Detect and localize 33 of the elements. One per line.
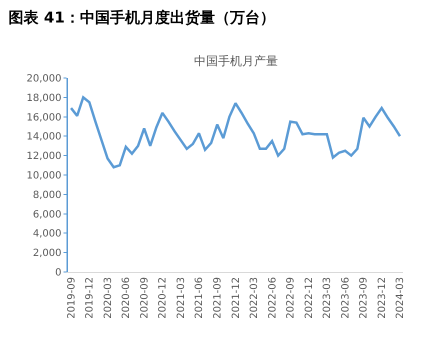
x-tick-label: 2019-12: [84, 277, 96, 319]
x-tick-label: 2020-09: [139, 277, 150, 319]
x-tick-label: 2023-06: [340, 277, 352, 319]
y-tick-label: 8,000: [32, 190, 62, 201]
x-tick-label: 2019-09: [66, 277, 78, 319]
y-tick-label: 18,000: [26, 92, 62, 104]
x-tick-label: 2023-12: [376, 277, 388, 319]
x-tick-label: 2021-09: [212, 277, 224, 319]
y-tick-label: 2,000: [32, 248, 62, 260]
y-tick-label: 4,000: [32, 228, 62, 240]
y-tick-label: 10,000: [26, 170, 62, 182]
x-tick-label: 2022-03: [249, 277, 260, 319]
x-tick-label: 2024-03: [395, 277, 406, 319]
x-tick-label: 2023-03: [322, 277, 334, 319]
x-tick-label: 2022-06: [267, 277, 278, 319]
line-series: [70, 96, 402, 168]
y-tick-label: 20,000: [26, 74, 62, 84]
x-tick-label: 2023-09: [358, 277, 370, 319]
chart-title: 图表 41：中国手机月度出货量（万台）: [8, 8, 275, 27]
x-tick-label: 2020-03: [102, 277, 114, 319]
x-tick-label: 2021-06: [194, 277, 206, 319]
y-tick-label: 16,000: [26, 112, 62, 124]
x-tick-label: 2021-12: [230, 277, 242, 319]
chart-subtitle: 中国手机月产量: [194, 54, 278, 68]
x-tick-label: 2021-03: [176, 277, 187, 319]
x-tick-label: 2022-09: [286, 277, 297, 319]
x-tick-label: 2020-06: [121, 277, 132, 319]
y-tick-label: 14,000: [26, 132, 62, 143]
x-tick-label: 2022-12: [304, 277, 315, 319]
y-tick-label: 0: [55, 268, 62, 278]
x-tick-label: 2020-12: [158, 277, 169, 319]
y-tick-label: 12,000: [26, 151, 62, 162]
y-tick-label: 6,000: [32, 209, 62, 220]
